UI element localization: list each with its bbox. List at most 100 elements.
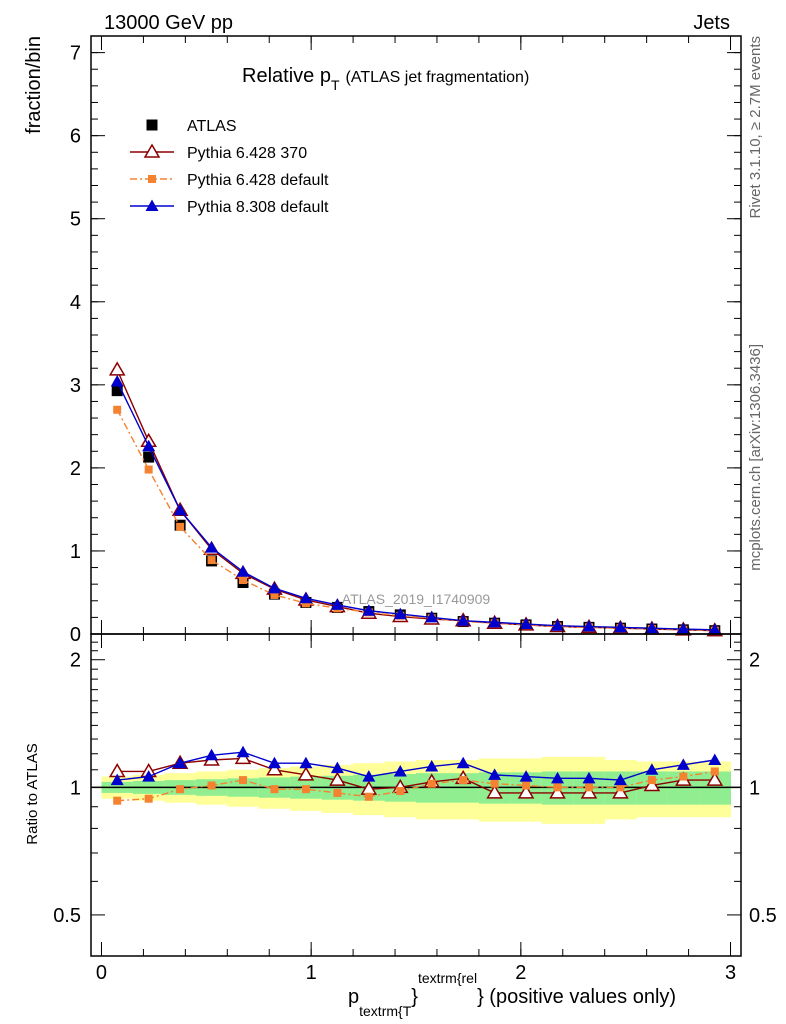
ratio-point-pythia-6-428-default [647,776,656,785]
ratio-point-pythia-6-428-370 [643,777,661,792]
main-y-tick-label: 5 [70,209,81,231]
legend-label-pythia-8-308-default: Pythia 8.308 default [187,199,329,216]
ratio-point-pythia-6-428-370 [706,771,724,786]
svg-text:Relative pT(ATLAS jet fragment: Relative pT (ATLAS jet fragmentation) [242,65,529,93]
main-y-tick-label: 0 [70,624,81,646]
ratio-point-pythia-6-428-default [144,794,153,803]
main-point-pythia-8-308-default [519,617,533,630]
main-point-pythia-8-308-default [110,375,124,387]
main-point-pythia-8-308-default [362,604,376,616]
main-point-pythia-8-308-default [173,503,187,516]
ratio-point-pythia-6-428-default [113,796,122,805]
ratio-point-pythia-6-428-default [333,788,342,797]
ratio-point-pythia-8-308-default [676,758,690,770]
ratio-point-pythia-8-308-default [173,756,187,769]
legend-label-pythia-6-428-370: Pythia 6.428 370 [187,145,307,162]
ratio-y-tick-label: 0.5 [53,905,81,927]
main-point-pythia-8-308-default [613,620,627,633]
ratio-point-pythia-8-308-default [519,770,533,782]
analysis-watermark: ATLAS_2019_I1740909 [342,591,491,607]
ratio-bands [101,756,732,824]
ratio-point-pythia-8-308-default [236,745,250,758]
ratio-line-pythia-8-308-default [117,751,715,781]
title-main: Relative p [242,65,331,87]
ratio-point-pythia-6-428-370 [486,784,503,799]
mcplots-label: mcplots.cern.ch [arXiv:1306.3436] [747,344,764,571]
ratio-point-pythia-8-308-default [110,773,124,786]
x-axis-label: ptextrm{T}textrm{rel} (positive values o… [348,970,676,1019]
ratio-point-pythia-6-428-default [207,781,216,790]
ratio-y-axis-label: Ratio to ATLAS [24,743,41,844]
x-tick-label: 1 [306,962,317,984]
header-process-label: Jets [693,12,730,34]
ratio-y-tick-label-right: 1 [749,777,760,799]
ratio-point-pythia-8-308-default [142,770,156,782]
main-point-pythia-8-308-default [425,610,439,623]
main-point-pythia-8-308-default [267,581,281,594]
main-point-pythia-8-308-default [708,623,722,635]
legend-marker-atlas [146,119,158,131]
xlabel-brace: } [411,986,418,1008]
ratio-point-pythia-6-428-370 [612,784,629,799]
ratio-point-pythia-8-308-default [299,756,313,769]
ratio-point-pythia-6-428-default [553,783,562,792]
main-point-pythia-6-428-default [270,590,279,599]
ratio-point-pythia-8-308-default [362,770,376,782]
ratio-point-pythia-6-428-default [522,781,531,790]
ratio-point-pythia-6-428-default [364,792,373,801]
legend: ATLAS Pythia 6.428 370 Pythia 6.428 defaul… [130,118,329,216]
ratio-point-pythia-8-308-default [205,748,219,761]
ratio-point-pythia-8-308-default [330,761,344,774]
rivet-version-label: Rivet 3.1.10, ≥ 2.7M events [747,36,764,219]
main-point-pythia-8-308-default [330,598,344,610]
main-point-pythia-6-428-default [239,576,248,585]
svg-text:ptextrm{T}textrm{rel} (positiv: ptextrm{T}textrm{rel} (positive values o… [348,970,676,1019]
ratio-point-pythia-6-428-370 [580,784,598,799]
legend-marker-pythia-6-428-370 [143,143,161,158]
x-tick-label: 0 [96,962,107,984]
ratio-point-pythia-8-308-default [708,753,722,766]
legend-label-atlas: ATLAS [187,118,237,135]
x-tick-label: 3 [725,962,736,984]
legend-label-pythia-6-428-default: Pythia 6.428 default [187,172,329,189]
ratio-y-tick-label-right: 0.5 [749,905,777,927]
main-point-pythia-8-308-default [551,619,565,631]
ratio-point-pythia-6-428-370 [297,766,315,781]
main-point-pythia-6-428-default [144,465,153,474]
main-y-tick-label: 4 [70,292,81,314]
xlabel-main: p [348,986,359,1008]
title-sub: T [331,77,340,93]
ratio-line-pythia-6-428-default [117,770,715,802]
main-series-layer [108,361,724,637]
ratio-point-pythia-6-428-default [239,776,248,785]
ratio-point-pythia-6-428-370 [234,749,252,765]
legend-marker-pythia-8-308-default [145,199,159,211]
main-point-pythia-8-308-default [393,607,407,620]
main-y-axis-label: fraction/bin [23,36,45,134]
ratio-series-layer [108,745,724,805]
main-y-tick-label: 2 [70,458,81,480]
ratio-point-pythia-6-428-default [616,783,625,792]
header-collision-label: 13000 GeV pp [104,12,233,34]
main-point-pythia-8-308-default [236,565,250,577]
main-y-tick-label: 6 [70,126,81,148]
ratio-point-pythia-8-308-default [488,768,502,780]
ratio-point-pythia-6-428-default [490,779,499,788]
main-y-tick-label: 1 [70,541,81,563]
ratio-point-pythia-8-308-default [393,764,407,777]
main-point-pythia-8-308-default [142,439,156,452]
title-rest: (ATLAS jet fragmentation) [346,69,530,86]
xlabel-sub: textrm{T [359,1003,412,1019]
ratio-point-pythia-6-428-370 [266,761,283,776]
main-point-pythia-6-428-default [113,405,122,414]
main-y-tick-label: 3 [70,375,81,397]
ratio-point-pythia-6-428-default [396,787,405,796]
main-point-pythia-6-428-default [207,556,216,565]
main-point-pythia-8-308-default [299,591,313,604]
ratio-point-pythia-6-428-default [301,785,310,794]
main-point-atlas [143,451,155,463]
ratio-point-pythia-6-428-default [459,776,468,785]
ratio-y-tick-label: 1 [70,777,81,799]
ratio-point-pythia-8-308-default [425,759,439,772]
